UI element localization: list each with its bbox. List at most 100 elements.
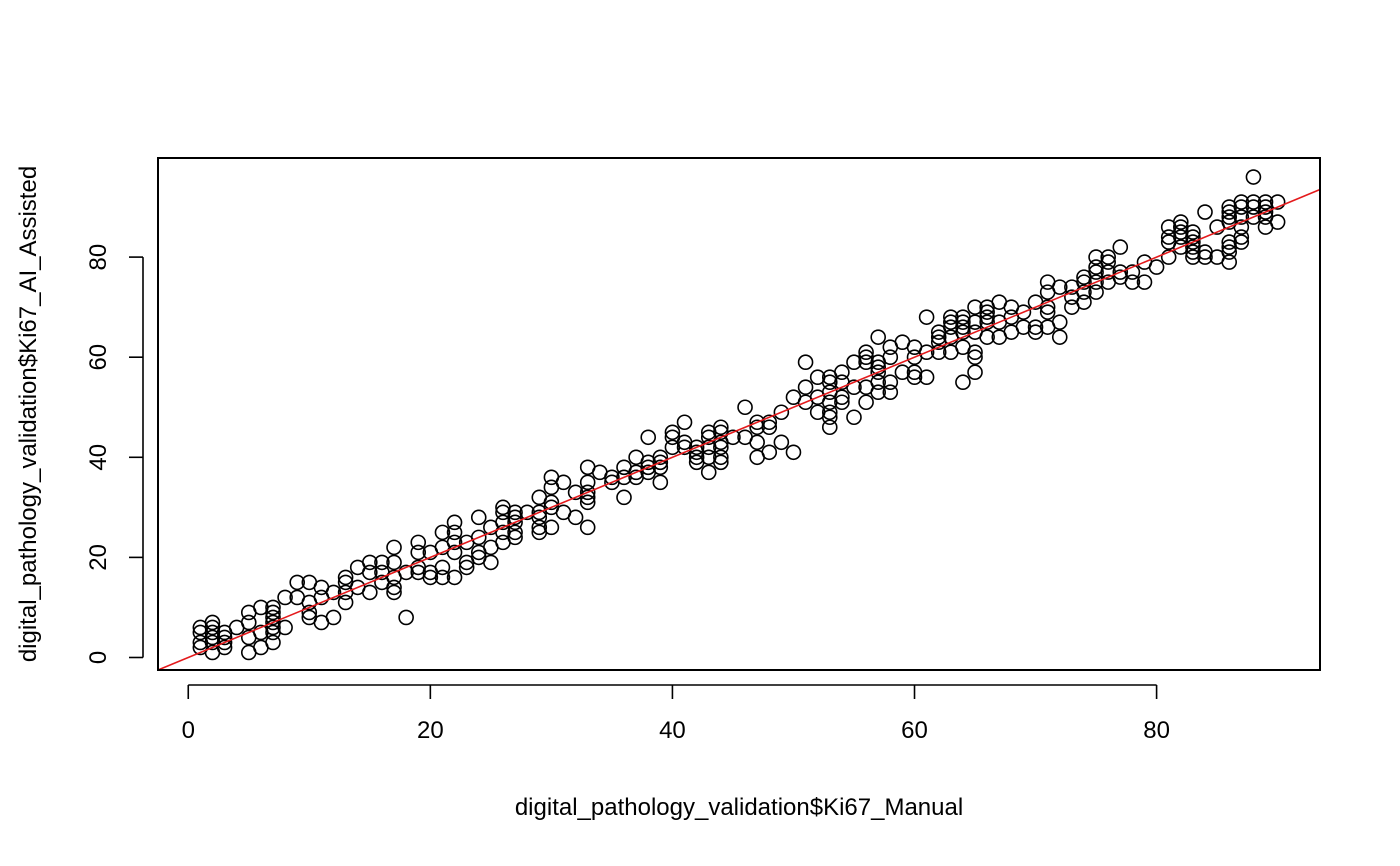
data-point	[204, 614, 221, 631]
x-axis: 0 20 40 60 80	[182, 684, 1170, 744]
data-point	[882, 374, 899, 391]
data-point	[265, 619, 281, 636]
data-point	[1233, 234, 1250, 250]
data-point	[458, 559, 475, 576]
data-point	[967, 349, 983, 365]
x-tick-label: 0	[182, 717, 195, 744]
x-axis-title: digital_pathology_validation$Ki67_Manual	[515, 794, 963, 821]
data-point	[265, 634, 281, 651]
y-tick-label: 0	[85, 651, 112, 664]
data-point	[579, 494, 596, 511]
data-point	[930, 329, 947, 345]
data-point	[277, 589, 293, 606]
data-point	[1051, 314, 1068, 330]
data-point	[216, 639, 233, 656]
y-axis: 0 20 40 60 80	[85, 244, 144, 664]
data-point	[1221, 244, 1238, 260]
data-point	[761, 414, 778, 431]
data-point	[1027, 319, 1044, 335]
data-point	[422, 569, 439, 586]
data-point	[652, 454, 669, 471]
data-point	[1185, 224, 1201, 240]
data-point	[688, 449, 705, 466]
reference-line	[158, 188, 1320, 670]
data-point	[918, 369, 935, 386]
data-point	[967, 364, 983, 381]
data-point	[216, 634, 233, 651]
data-point	[773, 404, 790, 421]
data-point	[1233, 219, 1250, 235]
data-point	[882, 349, 899, 365]
data-point	[979, 314, 995, 330]
data-point	[579, 484, 596, 501]
data-point	[446, 524, 463, 541]
x-tick-label: 60	[901, 717, 928, 744]
data-point	[362, 564, 378, 581]
data-point	[846, 409, 862, 426]
data-point	[1039, 304, 1056, 320]
data-point	[797, 379, 814, 396]
data-point	[1197, 249, 1213, 265]
data-point	[1245, 169, 1262, 185]
data-point	[1051, 329, 1068, 345]
data-point	[1185, 234, 1201, 250]
data-point	[858, 344, 874, 360]
data-point	[676, 414, 693, 431]
y-tick-label: 80	[85, 244, 112, 271]
data-point	[1148, 259, 1165, 275]
data-point	[640, 429, 657, 446]
data-point	[834, 364, 850, 381]
data-point	[713, 439, 729, 456]
data-point	[543, 519, 560, 536]
data-point	[1076, 284, 1092, 300]
data-point	[434, 569, 451, 586]
data-point	[1233, 229, 1250, 245]
data-point	[797, 354, 814, 371]
data-point	[579, 519, 596, 536]
data-point	[688, 439, 705, 456]
data-point	[216, 629, 233, 646]
data-point	[470, 529, 487, 546]
data-point	[1257, 204, 1274, 220]
data-point	[507, 504, 523, 521]
data-point	[1112, 239, 1129, 255]
x-tick-label: 20	[417, 717, 444, 744]
data-point	[543, 494, 560, 511]
data-point	[834, 394, 850, 411]
data-point	[446, 569, 463, 586]
y-tick-label: 20	[85, 544, 112, 571]
data-point	[1088, 284, 1104, 300]
plot-frame	[157, 157, 1321, 671]
data-point	[749, 434, 765, 451]
data-point	[664, 424, 681, 441]
data-point	[240, 614, 257, 631]
data-point	[906, 369, 923, 386]
data-point	[955, 324, 971, 340]
data-point	[604, 469, 620, 486]
data-point	[337, 569, 354, 586]
data-point	[265, 609, 281, 626]
data-point	[555, 474, 572, 491]
data-point	[821, 409, 838, 426]
data-point	[507, 524, 523, 541]
data-point	[1088, 264, 1104, 280]
data-point	[1088, 274, 1104, 290]
data-point	[1112, 264, 1129, 280]
data-point	[277, 619, 293, 636]
data-point	[930, 344, 947, 360]
data-point	[325, 609, 342, 626]
data-point	[858, 394, 874, 411]
data-point	[386, 579, 402, 596]
data-point	[434, 524, 451, 541]
data-point	[386, 554, 402, 571]
data-point	[1100, 249, 1116, 265]
data-point	[1039, 299, 1056, 315]
data-point	[301, 604, 318, 621]
data-point	[325, 584, 342, 601]
data-point	[725, 429, 741, 446]
data-point	[434, 559, 451, 576]
data-point	[1233, 209, 1250, 225]
data-point	[652, 474, 669, 491]
data-point	[616, 489, 632, 506]
data-point	[507, 529, 523, 546]
